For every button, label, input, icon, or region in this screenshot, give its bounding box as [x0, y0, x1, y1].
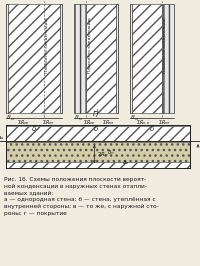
Bar	[130, 4, 162, 113]
Text: $\Sigma R_{ов}$: $\Sigma R_{ов}$	[17, 118, 29, 127]
Text: $t_в$: $t_в$	[75, 0, 82, 3]
Text: г): г)	[92, 109, 100, 118]
Text: $\delta_п$: $\delta_п$	[107, 148, 115, 157]
Text: $\Sigma R_{пн}$: $\Sigma R_{пн}$	[42, 118, 54, 127]
Text: Рис. 16. Схемы положения плоскости вероят-
ной конденсации в наружных стенах ота: Рис. 16. Схемы положения плоскости вероя…	[4, 177, 159, 216]
Text: $\delta'_м$: $\delta'_м$	[74, 114, 84, 123]
Text: $\delta'_м$: $\delta'_м$	[130, 114, 140, 123]
Bar	[6, 163, 190, 168]
Text: Плоскость конденсации: Плоскость конденсации	[87, 17, 91, 73]
Text: Плоскость: Плоскость	[0, 135, 4, 140]
Bar	[130, 4, 132, 113]
Text: $2R_п$: $2R_п$	[97, 150, 109, 159]
Bar	[6, 4, 8, 113]
Text: $\Sigma R_{ов}$: $\Sigma R_{ов}$	[83, 118, 96, 127]
Bar	[116, 4, 118, 113]
Text: $\Sigma R_{о.в}$: $\Sigma R_{о.в}$	[136, 118, 150, 127]
Text: Плоскость конденсации: Плоскость конденсации	[45, 17, 49, 73]
Bar	[162, 4, 174, 113]
Text: $\Sigma R_{пн}$: $\Sigma R_{пн}$	[158, 118, 171, 127]
Text: δ: δ	[32, 126, 36, 132]
Text: δ: δ	[150, 126, 154, 132]
Text: $t_н$: $t_н$	[165, 0, 173, 3]
Bar	[74, 4, 86, 113]
Bar	[60, 4, 62, 113]
Text: Плоскость конденсации: Плоскость конденсации	[163, 17, 167, 73]
Bar	[6, 142, 190, 163]
Text: δ: δ	[94, 126, 98, 132]
Bar	[86, 4, 118, 113]
Text: $\Sigma R_{пн}$: $\Sigma R_{пн}$	[102, 118, 115, 127]
Bar	[6, 4, 62, 113]
Text: $t_н$: $t_н$	[109, 0, 117, 3]
Text: $t_в$: $t_в$	[7, 0, 14, 3]
Bar	[6, 126, 190, 141]
Text: $\delta_b$: $\delta_b$	[122, 158, 130, 167]
Text: $t_н$: $t_н$	[53, 0, 61, 3]
Text: $\delta'_м$: $\delta'_м$	[6, 114, 16, 123]
Text: $t_в$: $t_в$	[131, 0, 138, 3]
Bar	[6, 125, 190, 168]
